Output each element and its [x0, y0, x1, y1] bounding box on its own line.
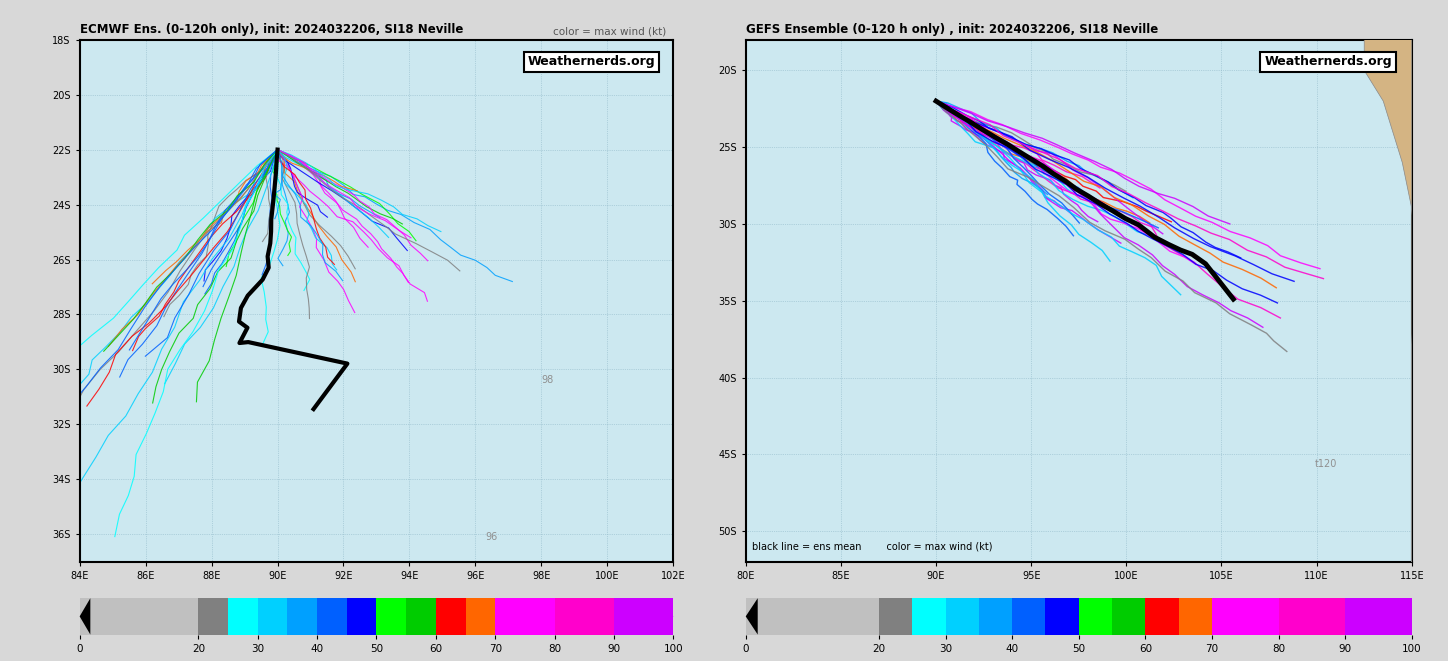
Bar [376, 598, 405, 635]
Bar [912, 598, 946, 635]
Bar [1045, 598, 1079, 635]
Bar [317, 598, 346, 635]
Bar [198, 598, 227, 635]
Bar [495, 598, 555, 635]
Polygon shape [1400, 598, 1412, 635]
Text: color = max wind (kt): color = max wind (kt) [553, 26, 666, 36]
Text: ECMWF Ens. (0-120h only), init: 2024032206, SI18 Neville: ECMWF Ens. (0-120h only), init: 20240322… [80, 23, 463, 36]
Bar [1012, 598, 1045, 635]
Bar [879, 598, 912, 635]
Text: Weathernerds.org: Weathernerds.org [529, 56, 656, 68]
Bar [258, 598, 287, 635]
Bar [436, 598, 465, 635]
Bar [465, 598, 495, 635]
Bar [614, 598, 673, 635]
Bar [946, 598, 979, 635]
Bar [555, 598, 614, 635]
Bar [979, 598, 1012, 635]
Text: t120: t120 [1315, 459, 1338, 469]
Bar [1212, 598, 1279, 635]
Polygon shape [80, 598, 90, 635]
Text: 98: 98 [542, 375, 555, 385]
Bar [746, 598, 879, 635]
Bar [1112, 598, 1145, 635]
Bar [1345, 598, 1412, 635]
Text: black line = ens mean        color = max wind (kt): black line = ens mean color = max wind (… [753, 541, 993, 551]
Polygon shape [746, 598, 757, 635]
Bar [1179, 598, 1212, 635]
Polygon shape [663, 598, 673, 635]
Bar [1145, 598, 1179, 635]
Text: GEFS Ensemble (0-120 h only) , init: 2024032206, SI18 Neville: GEFS Ensemble (0-120 h only) , init: 202… [746, 23, 1158, 36]
Bar [80, 598, 198, 635]
Bar [348, 598, 376, 635]
Text: Weathernerds.org: Weathernerds.org [1264, 56, 1392, 68]
Bar [287, 598, 317, 635]
Bar [229, 598, 258, 635]
Text: 96: 96 [485, 532, 498, 542]
Bar [1279, 598, 1345, 635]
Bar [405, 598, 436, 635]
Polygon shape [1364, 0, 1416, 562]
Bar [1079, 598, 1112, 635]
